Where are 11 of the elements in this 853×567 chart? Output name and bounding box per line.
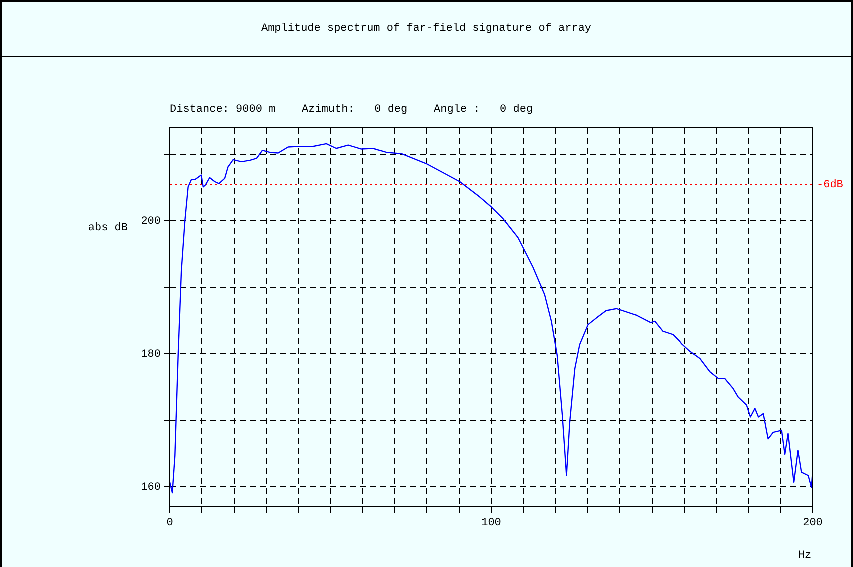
ref-line-label: -6dB (817, 179, 844, 192)
x-tick-label: 200 (803, 518, 823, 530)
chart-subtitle: Distance: 9000 m Azimuth: 0 deg Angle : 0 deg (170, 104, 534, 116)
y-tick-label: 160 (141, 482, 161, 494)
x-axis-title: Hz (798, 550, 812, 562)
y-tick-label: 180 (141, 348, 161, 361)
x-tick-label: 0 (166, 518, 174, 530)
y-axis-title: abs dB (88, 222, 128, 234)
x-tick-label: 100 (482, 518, 502, 530)
y-tick-label: 200 (141, 216, 161, 228)
chart-title: Amplitude spectrum of far-field signature of array (2, 2, 851, 57)
